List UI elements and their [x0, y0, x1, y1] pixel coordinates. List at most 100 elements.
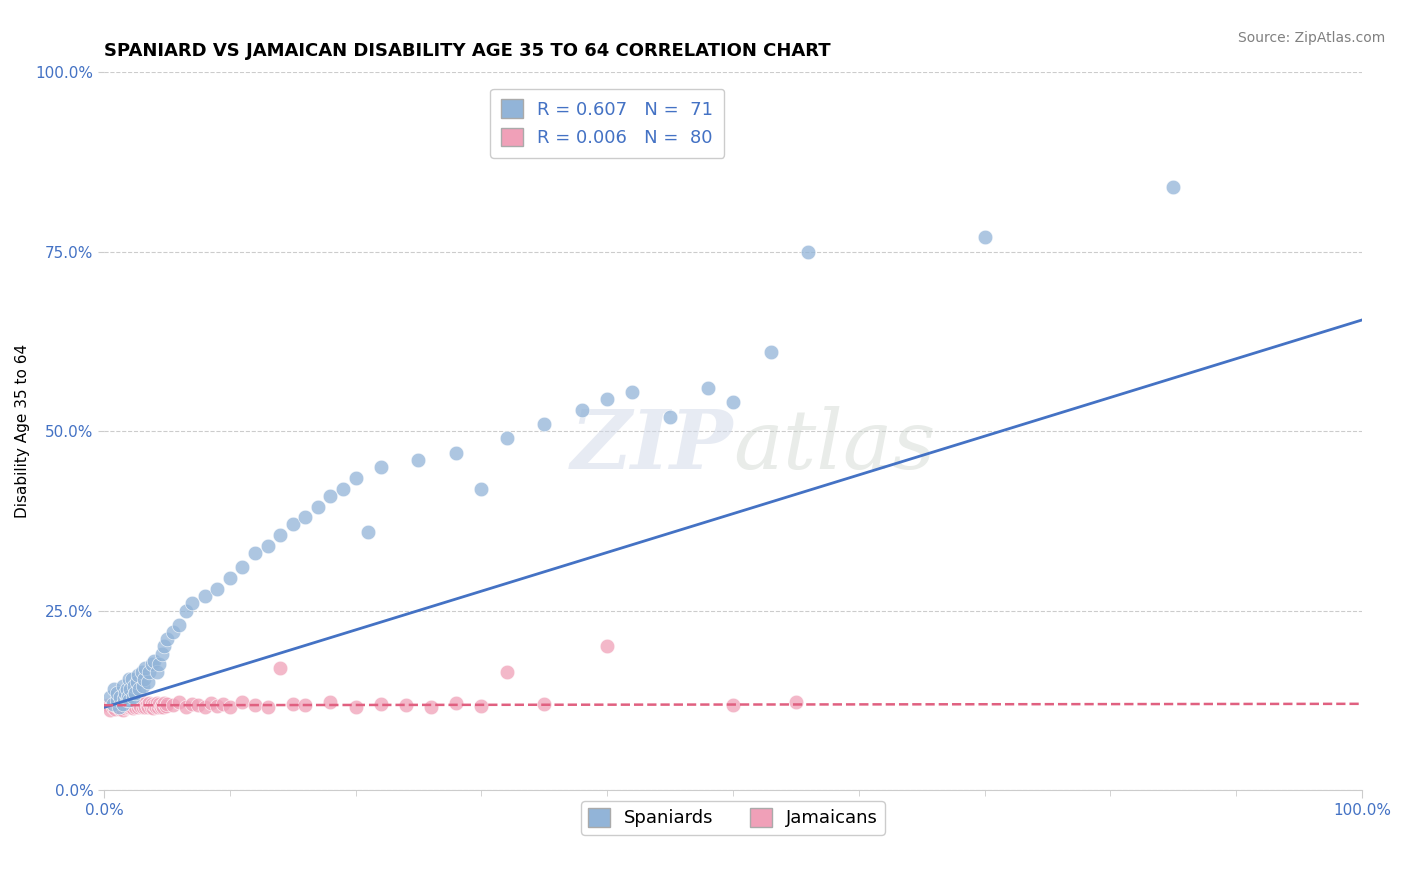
Point [97, 698, 120, 713]
Point [124, 686, 146, 700]
Point [785, 695, 807, 709]
Point [108, 700, 131, 714]
Point [101, 700, 124, 714]
Point [111, 697, 134, 711]
Point [231, 560, 253, 574]
Point [105, 698, 128, 713]
Legend: Spaniards, Jamaicans: Spaniards, Jamaicans [581, 801, 884, 835]
Point [136, 675, 159, 690]
Point [108, 697, 131, 711]
Point [122, 690, 145, 704]
Point [121, 697, 143, 711]
Point [124, 699, 146, 714]
Point [269, 528, 291, 542]
Point [231, 695, 253, 709]
Point [134, 699, 156, 714]
Point [118, 693, 141, 707]
Point [103, 682, 125, 697]
Point [120, 682, 142, 697]
Point [122, 679, 145, 693]
Point [105, 686, 128, 700]
Point [98, 702, 121, 716]
Point [200, 696, 222, 710]
Point [110, 698, 132, 713]
Point [120, 698, 142, 713]
Point [115, 693, 138, 707]
Point [596, 640, 619, 654]
Point [444, 696, 467, 710]
Point [146, 700, 169, 714]
Point [205, 582, 228, 596]
Point [156, 697, 179, 711]
Point [134, 661, 156, 675]
Point [153, 640, 176, 654]
Point [146, 665, 169, 679]
Point [127, 668, 149, 682]
Point [174, 603, 197, 617]
Point [174, 699, 197, 714]
Point [138, 665, 160, 679]
Point [115, 697, 138, 711]
Point [111, 697, 134, 711]
Point [395, 698, 418, 713]
Point [759, 345, 782, 359]
Point [105, 693, 128, 707]
Point [98, 690, 121, 704]
Point [218, 699, 240, 714]
Point [134, 697, 156, 711]
Point [370, 697, 392, 711]
Point [357, 524, 380, 539]
Point [115, 699, 138, 714]
Point [150, 647, 173, 661]
Point [281, 517, 304, 532]
Point [495, 431, 517, 445]
Point [269, 661, 291, 675]
Point [444, 446, 467, 460]
Point [495, 665, 517, 679]
Point [1161, 180, 1184, 194]
Point [143, 654, 166, 668]
Point [101, 697, 124, 711]
Point [110, 690, 132, 704]
Point [125, 675, 148, 690]
Point [128, 682, 150, 697]
Point [194, 589, 217, 603]
Point [218, 571, 240, 585]
Point [721, 395, 744, 409]
Point [134, 672, 156, 686]
Point [122, 698, 145, 712]
Point [117, 690, 139, 704]
Point [110, 700, 132, 714]
Point [138, 696, 160, 710]
Point [721, 698, 744, 713]
Point [169, 618, 191, 632]
Point [973, 230, 995, 244]
Point [118, 700, 141, 714]
Point [145, 699, 167, 714]
Point [110, 702, 132, 716]
Point [212, 697, 235, 711]
Point [659, 409, 682, 424]
Point [148, 657, 170, 672]
Point [150, 698, 173, 712]
Point [294, 698, 316, 713]
Point [319, 695, 342, 709]
Point [181, 596, 204, 610]
Point [420, 700, 443, 714]
Point [408, 453, 430, 467]
Point [256, 700, 278, 714]
Point [153, 696, 176, 710]
Point [141, 657, 163, 672]
Point [470, 698, 492, 713]
Point [148, 697, 170, 711]
Point [142, 701, 165, 715]
Point [281, 697, 304, 711]
Text: ZIP: ZIP [571, 406, 733, 485]
Point [141, 697, 163, 711]
Point [181, 697, 204, 711]
Point [103, 698, 125, 713]
Point [143, 698, 166, 712]
Point [131, 695, 153, 709]
Point [125, 696, 148, 710]
Point [571, 402, 593, 417]
